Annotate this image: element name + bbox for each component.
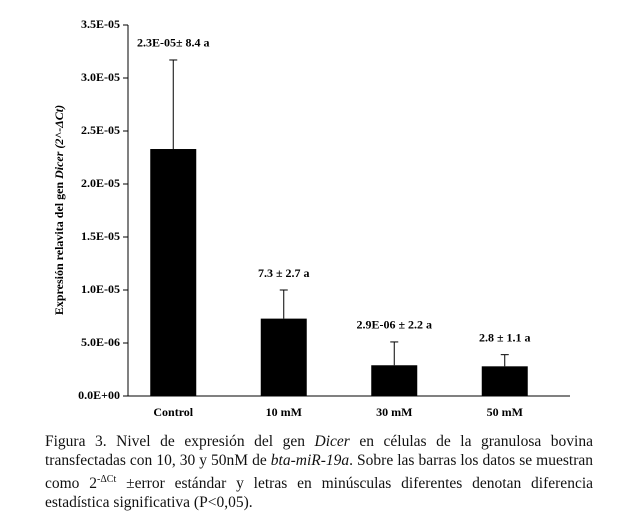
y-tick-label: 3.5E-05 bbox=[81, 17, 120, 31]
caption-part: . Sobre las barras los datos se muestran… bbox=[45, 452, 593, 493]
caption-part: Figura 3. Nivel de expresión del gen bbox=[45, 433, 315, 450]
y-tick-label: 0.0E+00 bbox=[78, 388, 120, 402]
y-tick-label: 1.5E-05 bbox=[81, 229, 120, 243]
caption-part: en células de la granulosa bovina transf… bbox=[45, 433, 593, 469]
y-tick-label: 1.0E-05 bbox=[81, 282, 120, 296]
bar bbox=[150, 149, 197, 396]
x-tick-label: 10 mM bbox=[266, 405, 302, 419]
bar bbox=[481, 366, 528, 396]
y-label-part: Expresión relavita del gen bbox=[52, 179, 66, 315]
value-label: 2.9E-06 ± 2.2 a bbox=[356, 318, 432, 332]
caption-part: ±error estándar y letras en minúsculas d… bbox=[45, 475, 594, 512]
x-tick-label: 50 mM bbox=[487, 405, 523, 419]
figure-caption: Figura 3. Nivel de expresión del gen Dic… bbox=[45, 432, 593, 512]
x-tick-label: Control bbox=[153, 405, 193, 419]
y-label-part: Dicer bbox=[52, 151, 66, 180]
y-tick-label: 3.0E-05 bbox=[81, 70, 120, 84]
y-label-part: (2^-ΔCt) bbox=[52, 105, 66, 152]
value-label: 7.3 ± 2.7 a bbox=[258, 266, 310, 280]
bar bbox=[371, 365, 418, 396]
caption-part: bta-miR-19a bbox=[270, 452, 350, 469]
bar bbox=[260, 318, 307, 396]
caption-part: Dicer bbox=[314, 433, 350, 450]
chart: Expresión relavita del gen Dicer (2^-ΔCt… bbox=[52, 17, 570, 419]
y-tick-label: 5.0E-06 bbox=[81, 335, 120, 349]
x-tick-label: 30 mM bbox=[376, 405, 412, 419]
y-axis-label: Expresión relavita del gen Dicer (2^-ΔCt… bbox=[52, 105, 66, 315]
value-label: 2.3E-05± 8.4 a bbox=[137, 36, 210, 50]
y-tick-label: 2.5E-05 bbox=[81, 123, 120, 137]
y-tick-label: 2.0E-05 bbox=[81, 176, 120, 190]
caption-part: -ΔCt bbox=[97, 474, 117, 485]
value-label: 2.8 ± 1.1 a bbox=[479, 330, 531, 344]
